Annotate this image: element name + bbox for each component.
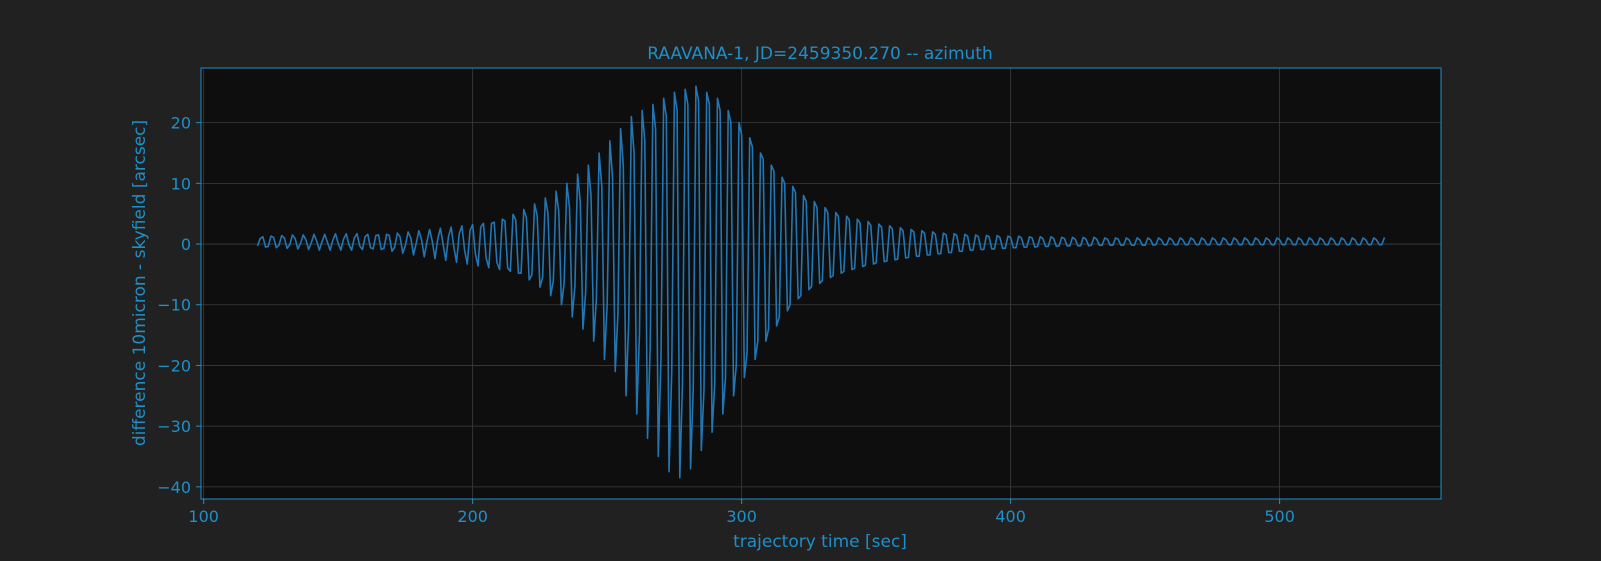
series-line: [256, 85, 1386, 479]
y-axis-label: difference 10micron - skyfield [arcsec]: [130, 120, 150, 446]
x-tick-label: 200: [457, 507, 488, 526]
y-tick-label: −20: [157, 356, 191, 375]
chart-title: RAAVANA-1, JD=2459350.270 -- azimuth: [647, 44, 993, 64]
y-tick-label: 10: [171, 174, 191, 193]
x-tick-label: 400: [995, 507, 1026, 526]
y-tick-label: −30: [157, 417, 191, 436]
y-tick-label: −10: [157, 296, 191, 315]
y-tick-label: −40: [157, 478, 191, 497]
x-axis-label: trajectory time [sec]: [733, 532, 907, 552]
x-tick-label: 100: [188, 507, 219, 526]
x-tick-label: 300: [726, 507, 757, 526]
plot-frame: [200, 67, 1442, 500]
x-tick-label: 500: [1264, 507, 1295, 526]
y-tick-label: 0: [181, 235, 191, 254]
y-tick-label: 20: [171, 114, 191, 133]
plot-area: [201, 68, 1441, 499]
